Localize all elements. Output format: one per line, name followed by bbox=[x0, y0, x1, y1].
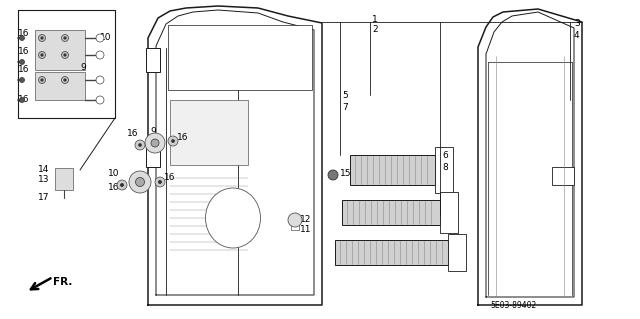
Circle shape bbox=[19, 98, 24, 102]
Circle shape bbox=[288, 213, 302, 227]
Text: 16: 16 bbox=[127, 129, 138, 137]
Circle shape bbox=[38, 51, 45, 58]
Text: 16: 16 bbox=[164, 174, 175, 182]
Bar bbox=[170, 100, 248, 165]
Circle shape bbox=[136, 177, 145, 187]
Bar bbox=[440, 192, 458, 233]
Circle shape bbox=[96, 34, 104, 42]
Text: FR.: FR. bbox=[53, 277, 72, 287]
Bar bbox=[168, 25, 312, 90]
Text: 7: 7 bbox=[342, 103, 348, 113]
Text: 3: 3 bbox=[574, 19, 580, 28]
Bar bbox=[342, 200, 440, 225]
Text: 10: 10 bbox=[108, 169, 120, 179]
Circle shape bbox=[96, 51, 104, 59]
Bar bbox=[448, 234, 466, 271]
Text: 16: 16 bbox=[108, 183, 120, 192]
Circle shape bbox=[41, 79, 44, 81]
Ellipse shape bbox=[205, 188, 260, 248]
Circle shape bbox=[120, 183, 124, 187]
Circle shape bbox=[61, 77, 68, 84]
Circle shape bbox=[117, 180, 127, 190]
Text: 1: 1 bbox=[372, 14, 378, 24]
Circle shape bbox=[64, 79, 66, 81]
Text: 6: 6 bbox=[442, 151, 448, 160]
Text: 15: 15 bbox=[340, 168, 351, 177]
Text: 10: 10 bbox=[100, 33, 111, 42]
Text: 16: 16 bbox=[18, 29, 29, 39]
Circle shape bbox=[61, 34, 68, 41]
Text: 16: 16 bbox=[177, 132, 189, 142]
Text: 16: 16 bbox=[18, 65, 29, 75]
Circle shape bbox=[19, 78, 24, 83]
Bar bbox=[552, 167, 574, 185]
Text: 16: 16 bbox=[18, 95, 29, 105]
Circle shape bbox=[328, 170, 338, 180]
Circle shape bbox=[38, 34, 45, 41]
Circle shape bbox=[96, 96, 104, 104]
Circle shape bbox=[61, 51, 68, 58]
Text: 9: 9 bbox=[80, 63, 86, 72]
Circle shape bbox=[64, 37, 66, 39]
Text: 14: 14 bbox=[38, 166, 49, 174]
Circle shape bbox=[41, 37, 44, 39]
Text: 5E03-89402: 5E03-89402 bbox=[490, 300, 536, 309]
Text: 16: 16 bbox=[18, 48, 29, 56]
Circle shape bbox=[155, 177, 165, 187]
Bar bbox=[35, 72, 85, 100]
Bar bbox=[35, 30, 85, 70]
Circle shape bbox=[19, 60, 24, 64]
Bar bbox=[335, 240, 448, 265]
Bar bbox=[350, 155, 435, 185]
Text: 13: 13 bbox=[38, 175, 49, 184]
Text: 12: 12 bbox=[300, 216, 312, 225]
Text: 4: 4 bbox=[574, 31, 580, 40]
Bar bbox=[435, 147, 453, 193]
Circle shape bbox=[38, 77, 45, 84]
Bar bbox=[146, 143, 160, 167]
Circle shape bbox=[135, 140, 145, 150]
Bar bbox=[55, 168, 73, 190]
Text: 9: 9 bbox=[150, 127, 156, 136]
Text: 8: 8 bbox=[442, 164, 448, 173]
Circle shape bbox=[129, 171, 151, 193]
Circle shape bbox=[64, 54, 66, 56]
Circle shape bbox=[19, 35, 24, 41]
Circle shape bbox=[159, 181, 161, 183]
Text: 11: 11 bbox=[300, 226, 312, 234]
Circle shape bbox=[172, 139, 175, 143]
Circle shape bbox=[145, 133, 165, 153]
Circle shape bbox=[41, 54, 44, 56]
Text: 17: 17 bbox=[38, 194, 49, 203]
Bar bbox=[146, 48, 160, 72]
Text: 5: 5 bbox=[342, 91, 348, 100]
Circle shape bbox=[151, 139, 159, 147]
Bar bbox=[291, 220, 299, 230]
Circle shape bbox=[138, 144, 141, 146]
Circle shape bbox=[96, 76, 104, 84]
Circle shape bbox=[168, 136, 178, 146]
Text: 2: 2 bbox=[372, 25, 378, 33]
